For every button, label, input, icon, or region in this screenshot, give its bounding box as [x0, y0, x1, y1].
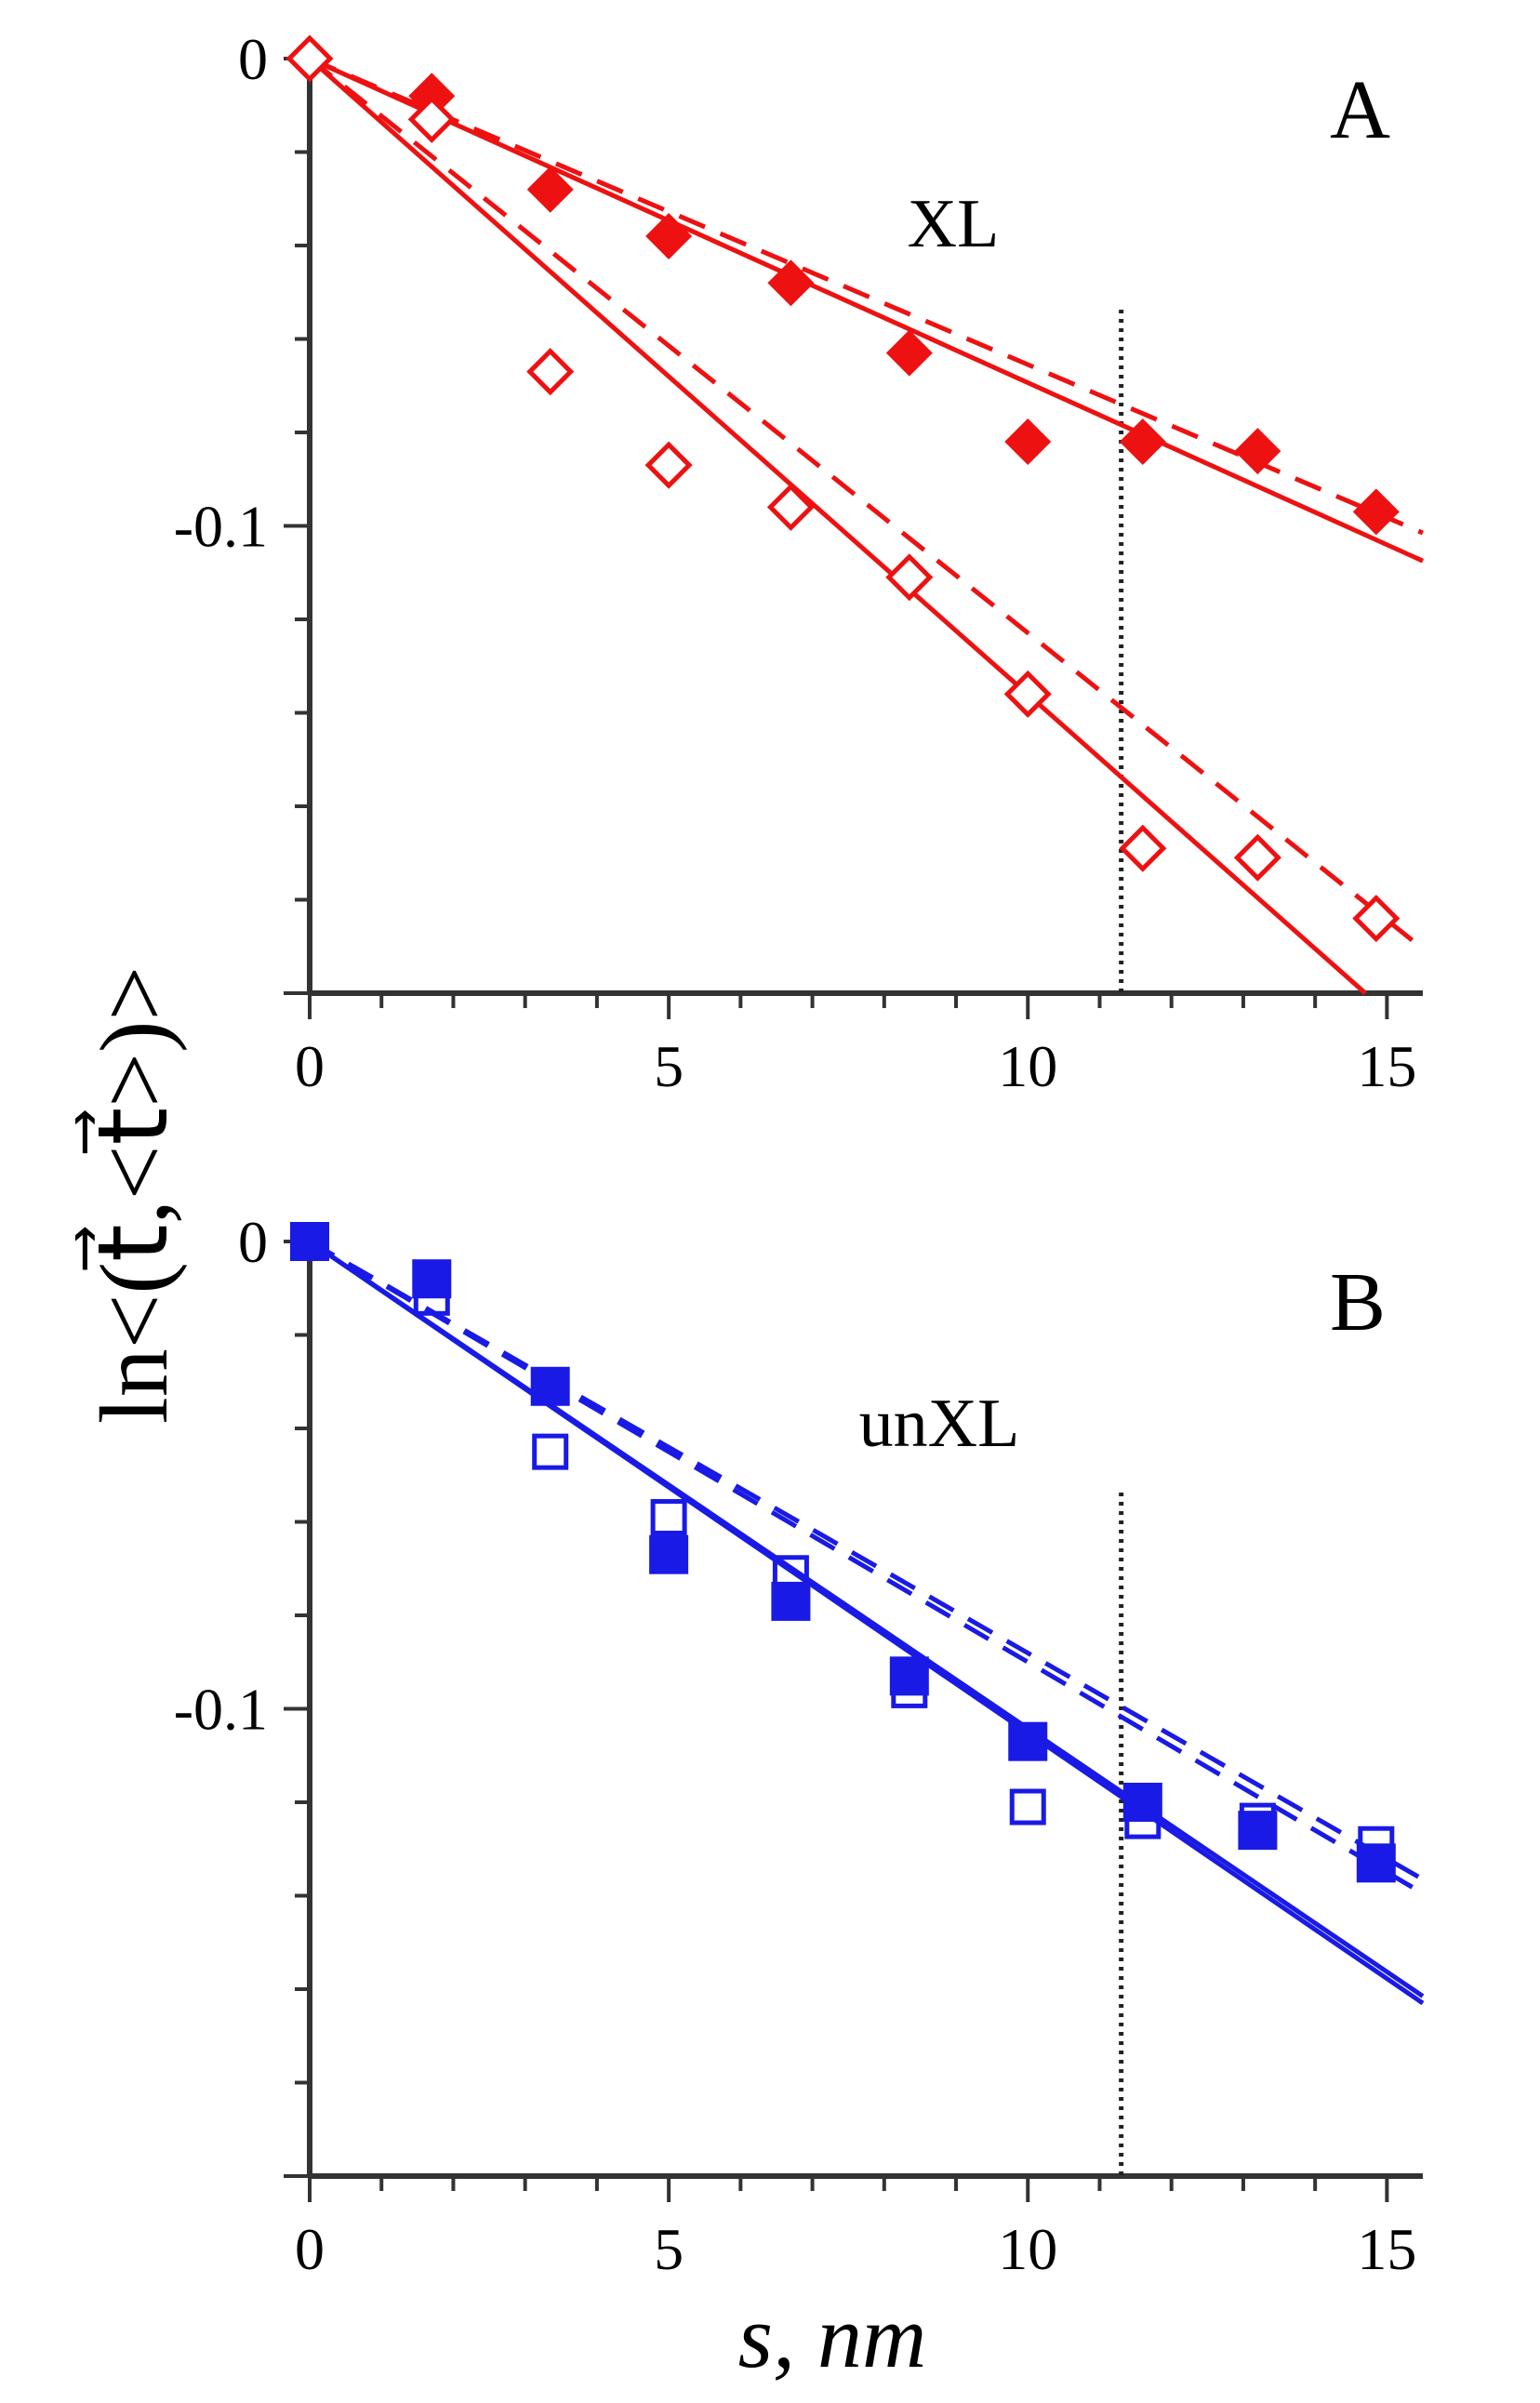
filled-diamond-point: [645, 212, 693, 259]
open-diamond-point: [285, 34, 334, 83]
filled-square-point: [290, 1222, 329, 1261]
open-square-point: [291, 1223, 328, 1260]
open-diamond-point: [885, 553, 934, 602]
open-diamond-point: [1233, 833, 1281, 882]
y-axis-label: ln<(t⃗,<t⃗>)>: [74, 966, 188, 1424]
x-axis-label: s, nm: [738, 2287, 927, 2386]
panel-letter: B: [1330, 1256, 1386, 1348]
panel-annotation: unXL: [859, 1386, 1020, 1462]
filled-diamond-point: [1352, 488, 1400, 536]
filled-diamond-point: [1119, 418, 1166, 466]
filled-square-point: [1356, 1843, 1396, 1883]
filled-diamond-point: [526, 166, 574, 213]
x-tick-label: 0: [295, 2216, 325, 2282]
filled-diamond-point: [1004, 418, 1052, 466]
x-tick-label: 0: [295, 1033, 325, 1099]
fit-line-solid: [308, 57, 1367, 995]
open-square-point: [1124, 1802, 1162, 1839]
open-square-point: [1009, 1788, 1046, 1825]
open-diamond-point: [766, 483, 815, 531]
x-tick-label: 5: [654, 1033, 684, 1099]
filled-diamond-point: [885, 329, 933, 377]
fit-line-dashed: [308, 57, 1425, 951]
open-square-point: [1239, 1802, 1276, 1839]
filled-square-point: [649, 1534, 689, 1574]
filled-diamond-point: [1234, 428, 1281, 475]
filled-square-point: [1238, 1811, 1278, 1851]
y-tick-label: 0: [238, 26, 268, 92]
filled-square-point: [530, 1366, 570, 1406]
filled-square-point: [412, 1259, 452, 1299]
fit-line-solid: [308, 1239, 1425, 2006]
x-tick-label: 15: [1357, 2216, 1416, 2282]
open-diamond-point: [407, 95, 456, 143]
filled-square-point: [1008, 1721, 1048, 1761]
open-square-point: [532, 1433, 569, 1470]
open-diamond-point: [644, 441, 693, 489]
panel-annotation: XL: [908, 186, 1000, 262]
filled-diamond-point: [767, 259, 815, 307]
x-tick-label: 10: [998, 2216, 1057, 2282]
open-square-point: [650, 1498, 687, 1535]
panel-a: 0 5 10 15 0 -0.1 A XL: [174, 26, 1425, 1099]
y-tick-label: -0.1: [174, 494, 268, 560]
panel-letter: A: [1330, 64, 1390, 156]
open-square-point: [413, 1279, 450, 1316]
x-tick-label: 10: [998, 1033, 1057, 1099]
open-diamond-point: [526, 348, 575, 396]
y-tick-label: -0.1: [174, 1677, 268, 1743]
x-tick-label: 5: [654, 2216, 684, 2282]
open-diamond-point: [1352, 895, 1401, 943]
filled-square-point: [1122, 1783, 1162, 1822]
open-square-point: [1358, 1825, 1395, 1863]
fit-line-solid: [308, 56, 1425, 564]
open-square-point: [772, 1555, 809, 1592]
open-square-point: [891, 1671, 928, 1708]
x-tick-label: 15: [1357, 1033, 1416, 1099]
open-diamond-point: [1119, 824, 1167, 872]
fit-line-dashed: [308, 1239, 1425, 1896]
open-diamond-point: [1003, 670, 1052, 718]
y-tick-label: 0: [238, 1209, 268, 1275]
fit-line-dashed: [308, 1239, 1425, 1882]
